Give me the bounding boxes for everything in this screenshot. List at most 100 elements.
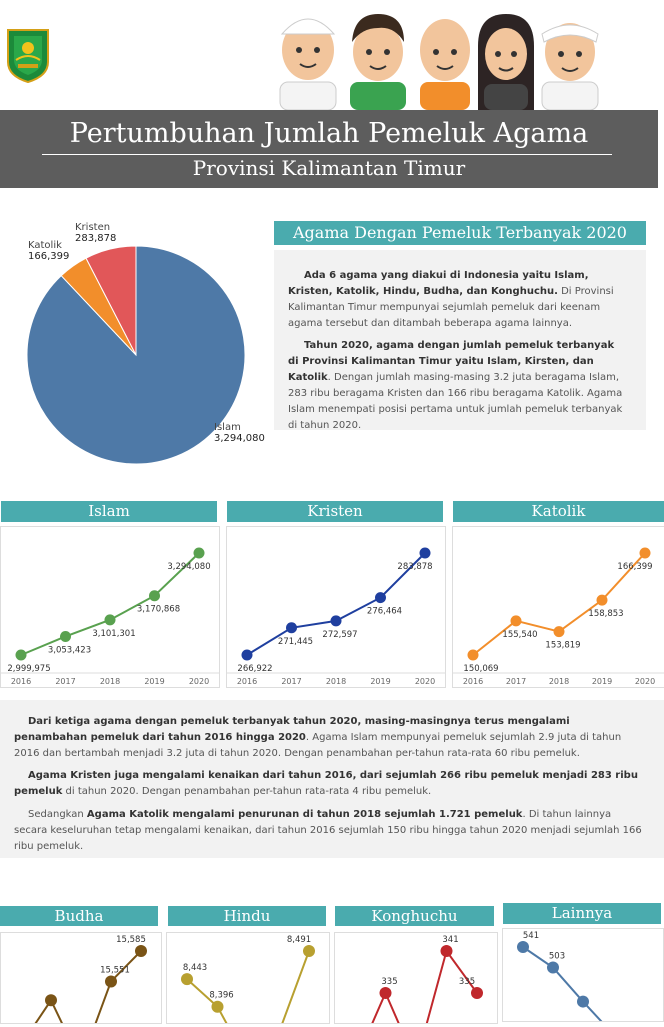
pie-label-kristen: Kristen 283,878 [75,222,116,244]
lainnya-series-line [522,946,608,1027]
hindu-data-label: 8,396 [209,991,233,1001]
lainnya-data-point [547,961,559,974]
hindu-data-label: 8,443 [183,963,207,973]
page-subtitle: Provinsi Kalimantan Timur [192,156,466,180]
kristen-chart-title: Kristen [227,501,443,522]
analysis-paragraph-2: Agama Kristen juga mengalami kenaikan da… [14,768,642,800]
provincial-emblem-icon [4,26,52,84]
katolik-data-point [639,547,651,559]
islam-year-label: 2018 [100,677,120,686]
katolik-line-chart: 2016 2017 2018 2019 2020 150,069 155,540 153,81… [453,547,664,686]
katolik-chart-title: Katolik [453,501,664,522]
pie-label-kristen-value: 283,878 [75,233,117,244]
summary-panel: Ada 6 agama yang diakui di Indonesia yai… [274,250,646,431]
title-divider [42,154,612,155]
budha-data-label: 15,585 [116,935,146,945]
katolik-data-point [510,615,522,627]
budha-series-line [31,950,142,1027]
page-title: Pertumbuhan Jumlah Pemeluk Agama [69,118,589,149]
katolik-year-label: 2018 [549,677,569,686]
kristen-data-point [419,547,431,559]
lainnya-data-point [517,941,529,953]
konghuchu-chart-card: 335 341 335 [334,932,498,1027]
kristen-data-point [286,622,297,634]
konghuchu-data-label: 335 [459,977,475,987]
kristen-data-point [330,615,342,627]
konghuchu-data-point [440,945,453,957]
person-islam-illustration [274,6,342,114]
islam-chart-card: 2016 2017 2018 2019 2020 2,999,975 3,053,423 3,… [0,526,220,688]
analysis-p2-rest: di tahun 2020. Dengan penambahan per-tah… [62,786,432,797]
katolik-data-point [596,594,608,606]
kristen-year-label: 2020 [415,677,435,686]
summary-heading: Agama Dengan Pemeluk Terbanyak 2020 [274,221,646,245]
person-budha-illustration [414,6,476,114]
budha-data-point [45,994,57,1007]
budha-chart-card: 15,551 15,585 [0,932,162,1027]
analysis-p1-rest: . Agama Islam mempunyai pemeluk sejumlah… [14,732,622,759]
kristen-line-chart: 2016 2017 2018 2019 2020 266,922 271,445 272,59… [227,547,445,686]
katolik-data-label: 155,540 [502,630,537,640]
lainnya-data-label: 503 [549,952,565,962]
islam-data-point [149,590,160,602]
kristen-year-label: 2017 [281,677,301,686]
budha-data-label: 15,551 [100,965,130,975]
pie-label-islam-value: 3,294,080 [214,433,265,444]
analysis-p3-rest: . Di tahun lainnya secara keseluruhan te… [14,809,642,852]
konghuchu-line-chart: 335 341 335 [369,935,483,1027]
summary-p1-bold: Ada 6 agama yang diakui di Indonesia yai… [288,270,589,297]
hindu-chart-title: Hindu [168,906,326,926]
kristen-year-label: 2018 [326,677,346,686]
islam-chart-title: Islam [1,501,217,522]
islam-data-label: 3,101,301 [92,629,135,639]
hindu-data-point [303,945,315,957]
katolik-year-label: 2019 [592,677,612,686]
konghuchu-data-point [471,987,483,999]
budha-data-point [105,975,117,988]
summary-p2-rest: . Dengan jumlah masing-masing 3.2 juta b… [288,372,623,431]
pie-chart [26,245,246,465]
kristen-data-point [375,592,386,604]
islam-year-label: 2020 [189,677,209,686]
kristen-data-label: 276,464 [367,607,402,617]
hindu-data-point [211,1000,224,1013]
katolik-data-point [553,626,565,638]
analysis-panel: Dari ketiga agama dengan pemeluk terbany… [0,700,664,858]
lainnya-data-label: 541 [523,931,539,941]
islam-data-label: 3,170,868 [137,605,180,615]
summary-paragraph-1: Ada 6 agama yang diakui di Indonesia yai… [288,268,628,332]
summary-paragraph-2: Tahun 2020, agama dengan jumlah pemeluk … [288,338,628,434]
katolik-data-label: 153,819 [545,641,580,651]
hindu-line-chart: 8,443 8,396 8,491 [181,935,315,1027]
kristen-data-label: 283,878 [397,562,432,572]
katolik-year-label: 2020 [635,677,655,686]
kristen-data-label: 271,445 [278,637,313,647]
islam-data-point [193,547,205,559]
katolik-data-point [467,649,479,661]
konghuchu-data-label: 335 [381,977,397,987]
katolik-data-label: 166,399 [617,562,652,572]
budha-data-point [135,945,147,957]
pie-label-islam-name: Islam [214,422,241,433]
analysis-paragraph-3: Sedangkan Agama Katolik mengalami penuru… [14,807,642,855]
lainnya-chart-card: 541 503 [502,928,664,1027]
katolik-data-label: 150,069 [463,664,498,674]
analysis-p3-pre: Sedangkan [28,809,87,820]
islam-data-point [15,649,27,661]
person-katolik-illustration [474,6,538,114]
konghuchu-data-point [379,987,392,999]
katolik-data-label: 158,853 [588,609,623,619]
budha-chart-title: Budha [0,906,158,926]
lainnya-line-chart: 541 503 [517,931,608,1027]
islam-data-label: 2,999,975 [7,664,50,674]
summary-p1-rest: Di Provinsi Kalimantan Timur mempunyai s… [288,286,614,329]
katolik-chart-card: 2016 2017 2018 2019 2020 150,069 155,540 153,81… [452,526,664,688]
kristen-data-point [241,649,253,661]
budha-line-chart: 15,551 15,585 [31,935,147,1027]
analysis-p3-bold: Agama Katolik mengalami penurunan di tah… [86,809,523,820]
islam-year-label: 2017 [55,677,75,686]
kristen-year-label: 2016 [237,677,257,686]
analysis-p2-bold: Agama Kristen juga mengalami kenaikan da… [14,770,638,797]
person-hindu-illustration [536,6,604,114]
lainnya-data-point [577,995,589,1008]
